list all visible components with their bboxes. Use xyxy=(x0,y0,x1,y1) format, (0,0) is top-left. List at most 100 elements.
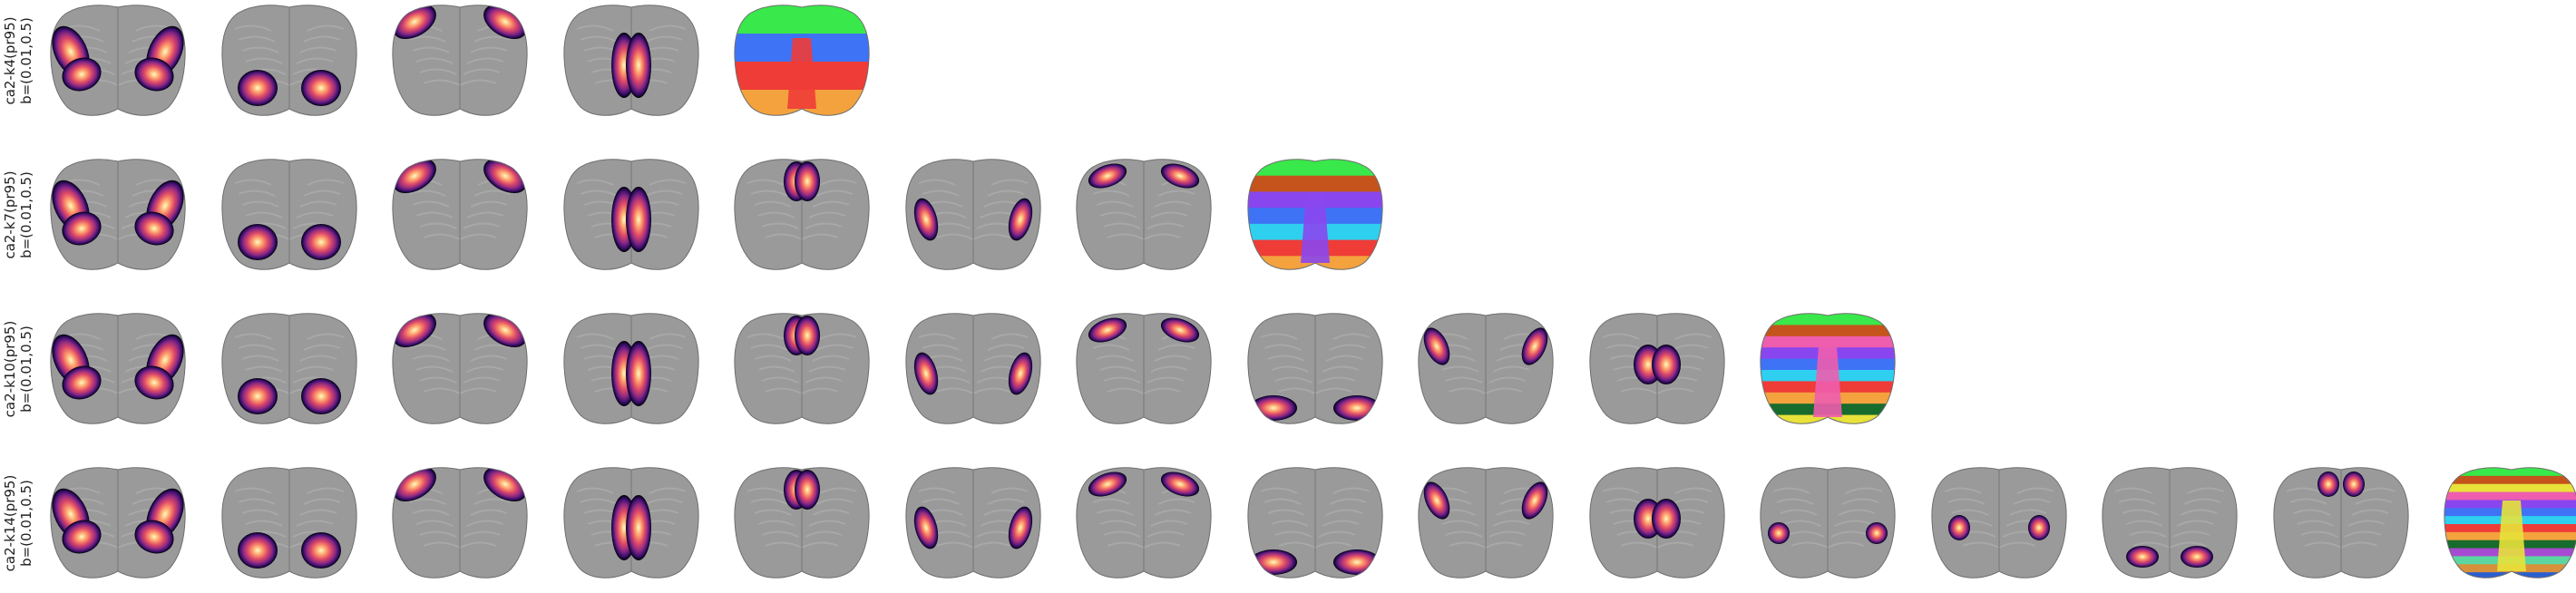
brain-svg xyxy=(904,467,1041,578)
activation-blob xyxy=(1651,345,1681,384)
partition-brain-svg xyxy=(734,5,870,116)
component-map xyxy=(217,156,362,274)
brain-svg xyxy=(392,159,528,270)
partition-map xyxy=(1755,310,1900,428)
component-map xyxy=(1585,464,1730,582)
activation-blob xyxy=(1521,327,1548,365)
brain-svg xyxy=(1076,467,1212,578)
row-label-model: ca2-k7(pr95) xyxy=(2,170,18,259)
activation-blob xyxy=(300,532,341,569)
activation-blob xyxy=(1008,506,1032,549)
partition-region xyxy=(2444,475,2576,485)
partition-region xyxy=(1247,175,1382,193)
component-map xyxy=(729,310,874,428)
component-map xyxy=(559,310,704,428)
component-map xyxy=(1243,464,1388,582)
component-map xyxy=(45,464,190,582)
component-map xyxy=(1071,464,1216,582)
brain-svg xyxy=(50,467,186,578)
activation-blob xyxy=(300,70,341,106)
row-label: ca2-k7(pr95) b=(0.01,0.5) xyxy=(0,156,36,274)
brain-svg xyxy=(50,159,186,270)
component-map xyxy=(901,310,1046,428)
activation-blob xyxy=(2126,546,2159,568)
row-label-params: b=(0.01,0.5) xyxy=(18,480,34,567)
partition-region xyxy=(1760,314,1896,326)
activation-blob xyxy=(1423,481,1450,520)
row-label: ca2-k4(pr95) b=(0.01,0.5) xyxy=(0,2,36,120)
row-label-params: b=(0.01,0.5) xyxy=(18,171,34,258)
activation-blob xyxy=(134,365,174,400)
component-map xyxy=(387,156,532,274)
activation-blob xyxy=(62,57,102,92)
activation-blob xyxy=(2317,471,2339,497)
activation-blob xyxy=(62,365,102,400)
component-map xyxy=(387,464,532,582)
activation-blob xyxy=(2342,471,2365,497)
activation-blob xyxy=(1088,163,1127,189)
activation-blob xyxy=(625,341,651,406)
partition-region xyxy=(1247,160,1382,177)
brain-svg xyxy=(734,313,870,424)
brain-svg xyxy=(50,5,186,116)
activation-blob xyxy=(1088,471,1127,497)
activation-blob xyxy=(1651,499,1681,539)
row-label-model: ca2-k4(pr95) xyxy=(2,16,18,105)
component-map xyxy=(217,310,362,428)
brain-svg xyxy=(1588,467,1725,578)
activation-blob xyxy=(795,161,820,201)
brain-svg xyxy=(904,313,1041,424)
activation-blob xyxy=(1008,352,1032,395)
brain-svg xyxy=(220,5,357,116)
brain-svg xyxy=(1418,313,1554,424)
activation-blob xyxy=(237,70,278,106)
brain-svg xyxy=(1588,313,1725,424)
brain-svg xyxy=(2272,467,2409,578)
activation-blob xyxy=(62,211,102,246)
component-map xyxy=(729,464,874,582)
brain-svg xyxy=(1246,467,1383,578)
component-map xyxy=(1413,464,1558,582)
brain-svg xyxy=(1076,313,1212,424)
activation-blob xyxy=(913,506,938,549)
activation-blob xyxy=(62,520,102,554)
activation-blob xyxy=(2027,515,2050,540)
activation-blob xyxy=(1249,395,1297,421)
brain-svg xyxy=(562,5,699,116)
activation-blob xyxy=(795,316,820,355)
component-map xyxy=(559,156,704,274)
component-map xyxy=(387,310,532,428)
component-map xyxy=(45,2,190,120)
brain-svg xyxy=(734,159,870,270)
component-map xyxy=(45,310,190,428)
activation-blob xyxy=(300,224,341,260)
activation-blob xyxy=(1947,515,1970,540)
partition-brain-svg xyxy=(1760,313,1896,424)
partition-region xyxy=(2444,483,2576,493)
activation-blob xyxy=(134,520,174,554)
component-map xyxy=(1243,310,1388,428)
activation-blob xyxy=(625,33,651,98)
brain-svg xyxy=(904,159,1041,270)
component-map xyxy=(1071,310,1216,428)
component-map xyxy=(1755,464,1900,582)
activation-blob xyxy=(1160,163,1200,189)
partition-map xyxy=(729,2,874,120)
component-map xyxy=(901,464,1046,582)
activation-blob xyxy=(2181,546,2213,568)
brain-svg xyxy=(1760,467,1896,578)
brain-svg xyxy=(392,313,528,424)
activation-blob xyxy=(237,378,278,414)
brain-svg xyxy=(220,467,357,578)
brain-svg xyxy=(1418,467,1554,578)
component-map xyxy=(1413,310,1558,428)
brain-svg xyxy=(392,5,528,116)
partition-region xyxy=(2444,468,2576,477)
partition-brain-svg xyxy=(1246,159,1383,270)
activation-blob xyxy=(134,57,174,92)
activation-blob xyxy=(1521,481,1548,520)
activation-blob xyxy=(625,187,651,252)
row-label-model: ca2-k14(pr95) xyxy=(2,474,18,572)
brain-svg xyxy=(1246,313,1383,424)
activation-blob xyxy=(1249,549,1297,575)
